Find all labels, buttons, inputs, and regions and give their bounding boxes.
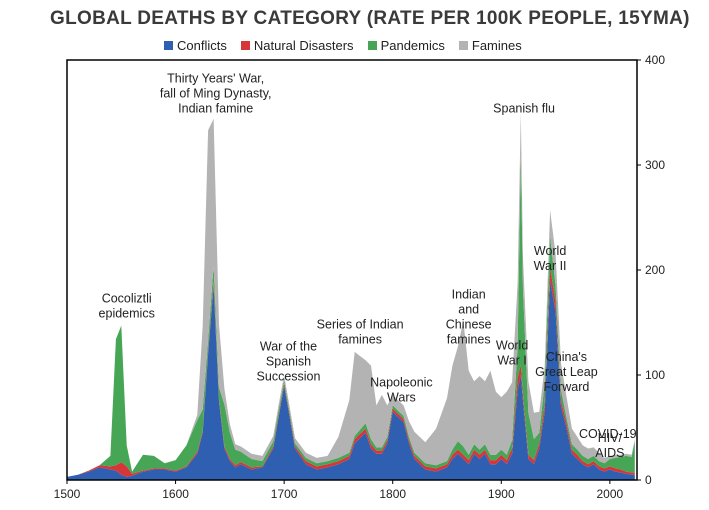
y-tick-label: 200 (645, 263, 665, 277)
annotation: Cocoliztli epidemics (99, 291, 155, 320)
y-tick-label: 100 (645, 368, 665, 382)
y-tick-label: 400 (645, 53, 665, 67)
y-tick-label: 0 (645, 473, 652, 487)
area-natural-disasters (67, 267, 635, 477)
x-tick-label: 2000 (597, 487, 624, 501)
legend-item-pandemics: Pandemics (367, 38, 445, 53)
y-tick-label: 300 (645, 158, 665, 172)
legend-label-pandemics: Pandemics (380, 38, 445, 53)
legend-swatch-famines (458, 41, 468, 50)
x-tick-label: 1700 (271, 487, 298, 501)
annotation: Napoleonic Wars (370, 375, 433, 404)
legend: Conflicts Natural Disasters Pandemics Fa… (164, 38, 522, 53)
area-pandemics (67, 154, 635, 477)
x-tick-label: 1600 (162, 487, 189, 501)
area-conflicts (67, 280, 635, 480)
legend-swatch-conflicts (164, 41, 173, 50)
legend-item-conflicts: Conflicts (164, 38, 227, 53)
annotation: Series of Indian famines (317, 318, 404, 347)
annotation: HIV/AIDS (595, 431, 624, 460)
legend-swatch-pandemics (367, 41, 377, 50)
legend-label-conflicts: Conflicts (177, 38, 227, 53)
annotation: War of the Spanish Succession (257, 339, 321, 383)
annotation: COVID-19 (579, 427, 637, 441)
annotation: China's Great Leap Forward (535, 350, 598, 394)
area-famines (67, 112, 635, 477)
annotation: Thirty Years' War, fall of Ming Dynasty, I… (160, 72, 272, 116)
x-tick-label: 1900 (488, 487, 515, 501)
annotation: Indian and Chinese famines (446, 288, 492, 347)
chart-title: GLOBAL DEATHS BY CATEGORY (RATE PER 100K… (50, 8, 690, 29)
legend-item-natural-disasters: Natural Disasters (240, 38, 354, 53)
annotation: World War II (534, 244, 567, 273)
x-tick-label: 1800 (379, 487, 406, 501)
legend-swatch-natural-disasters (240, 41, 250, 50)
legend-label-famines: Famines (471, 38, 522, 53)
annotation: Spanish flu (493, 102, 555, 116)
legend-label-natural-disasters: Natural Disasters (253, 38, 354, 53)
annotation: World War I (496, 339, 528, 368)
x-tick-label: 1500 (54, 487, 81, 501)
legend-item-famines: Famines (458, 38, 522, 53)
